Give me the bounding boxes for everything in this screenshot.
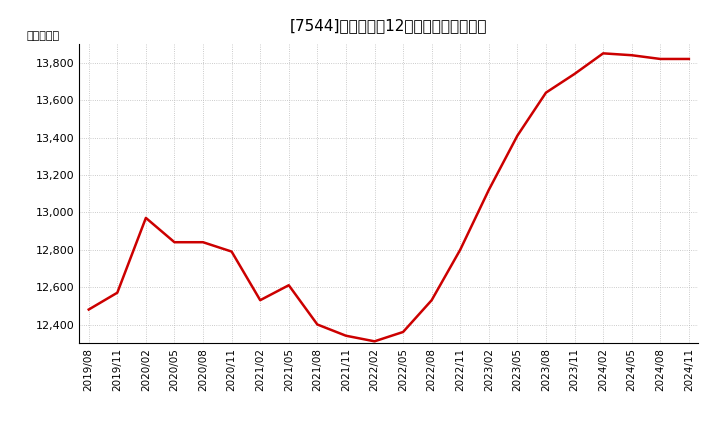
Title: [7544]　売上高の12か月移動合計の推移: [7544] 売上高の12か月移動合計の推移 — [290, 18, 487, 33]
Text: （百万円）: （百万円） — [27, 31, 60, 41]
